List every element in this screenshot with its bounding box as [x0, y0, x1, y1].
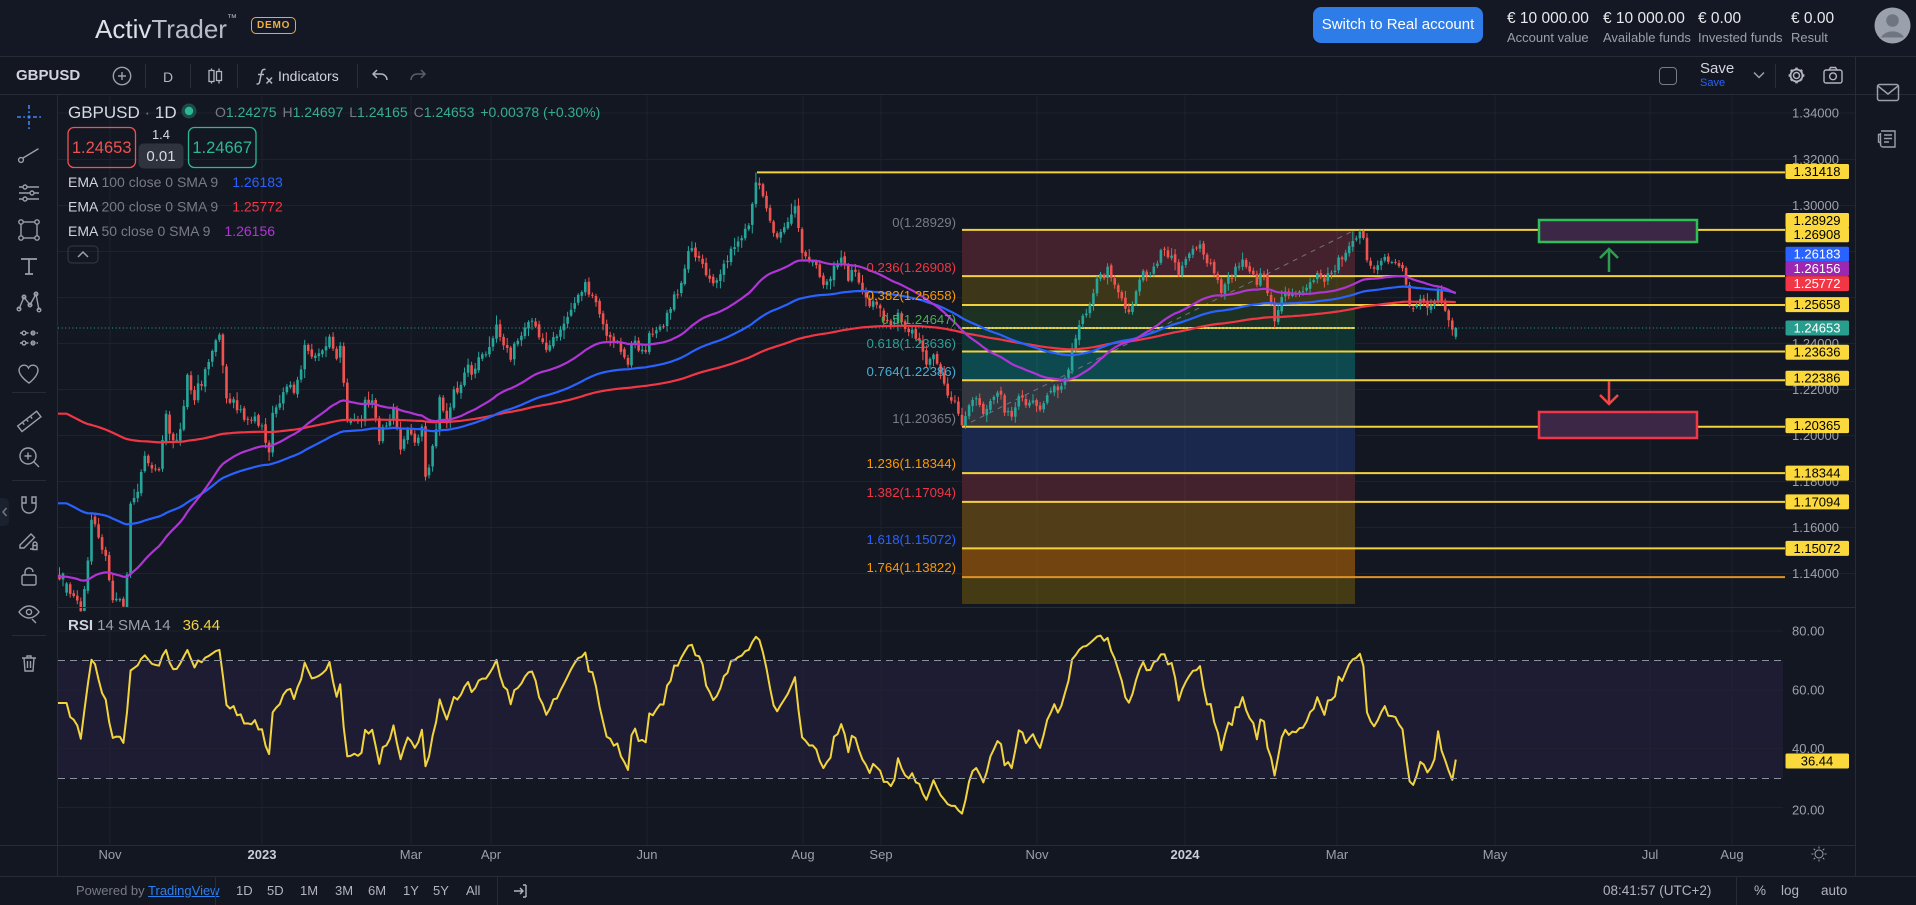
svg-text:1.26183: 1.26183 — [1794, 247, 1841, 262]
svg-text:0.764(1.22386): 0.764(1.22386) — [867, 364, 956, 379]
svg-text:Aug: Aug — [1720, 847, 1743, 862]
svg-text:Jul: Jul — [1642, 847, 1659, 862]
svg-text:20.00: 20.00 — [1792, 803, 1825, 818]
svg-text:Mar: Mar — [400, 847, 423, 862]
svg-text:1.23636: 1.23636 — [1794, 345, 1841, 360]
svg-text:EMA 200 close 0 SMA 91.25772: EMA 200 close 0 SMA 9 1.25772 — [68, 199, 283, 215]
svg-text:1.22000: 1.22000 — [1792, 382, 1839, 397]
svg-text:Aug: Aug — [791, 847, 814, 862]
svg-text:1.22386: 1.22386 — [1794, 371, 1841, 386]
svg-text:0(1.28929): 0(1.28929) — [892, 215, 956, 230]
svg-text:1.14000: 1.14000 — [1792, 566, 1839, 581]
svg-text:0.01: 0.01 — [146, 148, 175, 165]
svg-text:Sep: Sep — [869, 847, 892, 862]
svg-text:1.764(1.13822): 1.764(1.13822) — [867, 560, 956, 575]
svg-text:0.5(1.24647): 0.5(1.24647) — [881, 312, 956, 327]
svg-text:Apr: Apr — [481, 847, 502, 862]
svg-text:1.618(1.15072): 1.618(1.15072) — [867, 532, 956, 547]
svg-text:1.28929: 1.28929 — [1794, 213, 1841, 228]
svg-text:1.17094: 1.17094 — [1794, 494, 1841, 509]
svg-text:40.00: 40.00 — [1792, 741, 1825, 756]
svg-text:1.16000: 1.16000 — [1792, 520, 1839, 535]
svg-text:1.4: 1.4 — [152, 127, 170, 142]
svg-text:2023: 2023 — [248, 847, 277, 862]
svg-text:1.18344: 1.18344 — [1794, 466, 1841, 481]
svg-text:60.00: 60.00 — [1792, 683, 1825, 698]
svg-text:36.44: 36.44 — [1801, 753, 1834, 768]
svg-text:80.00: 80.00 — [1792, 624, 1825, 639]
svg-text:0.618(1.23636): 0.618(1.23636) — [867, 336, 956, 351]
svg-text:Mar: Mar — [1326, 847, 1349, 862]
svg-text:1.24667: 1.24667 — [192, 139, 252, 157]
svg-text:May: May — [1483, 847, 1508, 862]
svg-text:1.20365: 1.20365 — [1794, 418, 1841, 433]
svg-text:1.24653: 1.24653 — [72, 139, 132, 157]
svg-text:1(1.20365): 1(1.20365) — [892, 411, 956, 426]
svg-text:1.25658: 1.25658 — [1794, 297, 1841, 312]
svg-text:1.32000: 1.32000 — [1792, 152, 1839, 167]
svg-text:1.30000: 1.30000 — [1792, 198, 1839, 213]
svg-text:0.236(1.26908): 0.236(1.26908) — [867, 260, 956, 275]
svg-text:Jun: Jun — [637, 847, 658, 862]
svg-text:Nov: Nov — [1025, 847, 1049, 862]
svg-text:1.34000: 1.34000 — [1792, 106, 1839, 121]
svg-text:1.26156: 1.26156 — [1794, 261, 1841, 276]
svg-text:1.31418: 1.31418 — [1794, 164, 1841, 179]
svg-text:2024: 2024 — [1171, 847, 1201, 862]
svg-text:1.236(1.18344): 1.236(1.18344) — [867, 456, 956, 471]
svg-text:0.382(1.25658): 0.382(1.25658) — [867, 288, 956, 303]
svg-text:GBPUSD · 1D: GBPUSD · 1D — [68, 103, 177, 122]
svg-text:1.24653: 1.24653 — [1794, 320, 1841, 335]
svg-text:EMA 50 close 0 SMA 91.26156: EMA 50 close 0 SMA 9 1.26156 — [68, 223, 275, 239]
svg-text:1.382(1.17094): 1.382(1.17094) — [867, 485, 956, 500]
svg-text:Nov: Nov — [98, 847, 122, 862]
svg-text:1.25772: 1.25772 — [1794, 276, 1841, 291]
svg-text:EMA 100 close 0 SMA 91.26183: EMA 100 close 0 SMA 9 1.26183 — [68, 174, 283, 190]
svg-text:1.26908: 1.26908 — [1794, 227, 1841, 242]
svg-text:1.15072: 1.15072 — [1794, 541, 1841, 556]
